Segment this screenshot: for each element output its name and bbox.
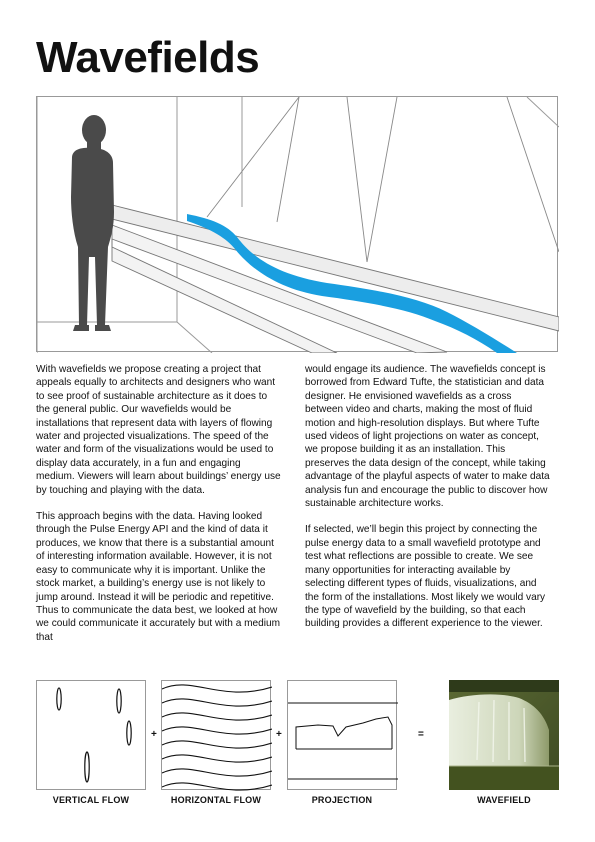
vertical-flow-drops — [56, 687, 132, 783]
vertical-flow-panel — [36, 680, 146, 790]
body-column-right: would engage its audience. The wavefield… — [305, 363, 551, 644]
plus-operator: + — [151, 729, 157, 740]
paragraph: With wavefields we propose creating a pr… — [36, 364, 281, 496]
projection-graph — [288, 702, 398, 780]
suspension-wires — [206, 97, 559, 263]
horizontal-flow-panel — [161, 680, 272, 791]
wavefield-layers — [111, 204, 559, 353]
projection-panel — [287, 680, 398, 790]
equals-operator: = — [418, 729, 424, 740]
paragraph: would engage its audience. The wavefield… — [305, 364, 550, 510]
paragraph: This approach begins with the data. Havi… — [36, 511, 281, 643]
caption-horizontal-flow: HORIZONTAL FLOW — [170, 795, 262, 805]
caption-vertical-flow: VERTICAL FLOW — [52, 795, 130, 805]
hero-illustration — [36, 96, 559, 353]
wavefield-photo — [449, 680, 559, 790]
water-wave — [187, 214, 517, 353]
page-title: Wavefields — [36, 33, 260, 82]
caption-projection: PROJECTION — [311, 795, 373, 805]
horizontal-flow-waves — [162, 684, 272, 791]
paragraph: If selected, we’ll begin this project by… — [305, 524, 546, 630]
room-perspective-lines — [37, 97, 559, 353]
caption-wavefield: WAVEFIELD — [477, 795, 531, 805]
person-silhouette — [71, 115, 114, 331]
body-column-left: With wavefields we propose creating a pr… — [36, 363, 282, 657]
plus-operator: + — [276, 729, 282, 740]
